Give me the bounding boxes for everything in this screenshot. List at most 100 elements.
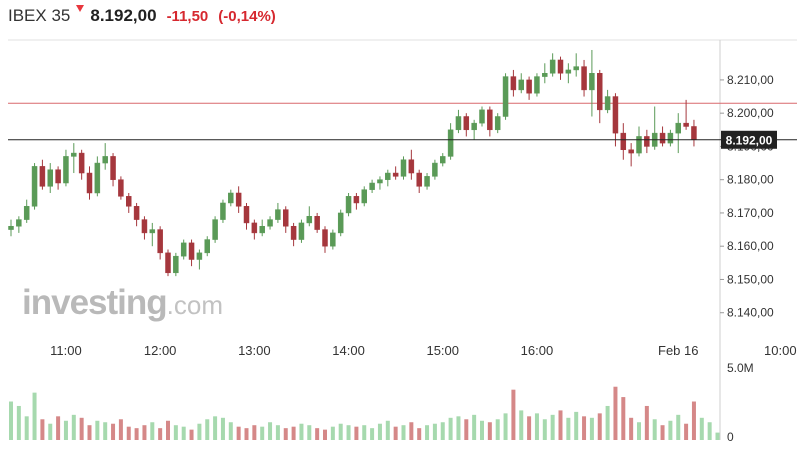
candle-body bbox=[126, 196, 132, 207]
candle bbox=[314, 212, 320, 233]
candle bbox=[549, 53, 556, 77]
candle-body bbox=[597, 73, 603, 111]
candle-body bbox=[424, 176, 430, 187]
candle bbox=[518, 73, 524, 94]
candle bbox=[526, 76, 532, 100]
candle-body bbox=[243, 206, 250, 224]
candle bbox=[337, 209, 344, 237]
candle bbox=[361, 186, 367, 207]
volume-bar bbox=[79, 417, 84, 440]
candle bbox=[542, 63, 548, 84]
volume-bar bbox=[448, 417, 453, 440]
candle bbox=[620, 123, 627, 160]
candle bbox=[47, 163, 53, 193]
volume-bar bbox=[291, 426, 296, 440]
candle bbox=[94, 156, 101, 197]
volume-bar bbox=[660, 425, 665, 440]
volume-bar bbox=[487, 422, 492, 440]
candle bbox=[243, 202, 250, 230]
candle-body bbox=[102, 156, 108, 164]
volume-bar bbox=[652, 419, 657, 440]
candle-body bbox=[212, 219, 218, 240]
candle-body bbox=[549, 59, 556, 74]
y-tick-label: 8.210,00 bbox=[727, 73, 774, 87]
volume-bar bbox=[370, 428, 375, 440]
logo-name: investing bbox=[22, 283, 168, 322]
candle-body bbox=[432, 162, 438, 177]
y-tick-label: 8.160,00 bbox=[727, 239, 774, 253]
candle-body bbox=[196, 252, 203, 260]
volume-bar bbox=[63, 420, 68, 440]
candle bbox=[440, 153, 446, 167]
candle-body bbox=[39, 166, 46, 187]
candle bbox=[675, 113, 681, 154]
volume-bar bbox=[189, 429, 194, 440]
candle bbox=[39, 159, 46, 190]
candles[interactable] bbox=[8, 49, 697, 277]
volume-bar bbox=[589, 417, 594, 440]
candle-body bbox=[542, 73, 548, 77]
volume-bar bbox=[511, 389, 516, 440]
candle-body bbox=[447, 129, 454, 157]
candle-body bbox=[165, 252, 171, 274]
candle-body bbox=[337, 212, 344, 234]
candle-body bbox=[683, 122, 689, 127]
candle bbox=[322, 226, 328, 253]
volume-bar bbox=[464, 419, 469, 440]
candle-body bbox=[644, 136, 650, 147]
candle-body bbox=[314, 216, 320, 230]
volume-bar bbox=[480, 420, 484, 440]
candle bbox=[589, 49, 595, 117]
candle-body bbox=[173, 255, 179, 274]
x-tick-label: 15:00 bbox=[426, 343, 459, 358]
volume-bar bbox=[118, 419, 123, 440]
volume-bar bbox=[56, 416, 61, 440]
candle-body bbox=[479, 109, 485, 124]
volume-bar bbox=[32, 392, 37, 440]
volume-bar bbox=[166, 420, 170, 440]
volume-bar bbox=[699, 417, 704, 440]
candle bbox=[667, 129, 674, 147]
candle-body bbox=[71, 152, 77, 157]
candle-body bbox=[385, 172, 391, 180]
candle-body bbox=[604, 96, 611, 111]
candle bbox=[259, 219, 265, 237]
candle bbox=[628, 143, 634, 167]
x-tick-label: 12:00 bbox=[144, 343, 177, 358]
candle-body bbox=[667, 132, 674, 144]
volume-bar bbox=[684, 423, 689, 440]
candle bbox=[455, 109, 462, 134]
candle bbox=[228, 189, 234, 207]
price-change-percent: (-0,14%) bbox=[218, 8, 276, 25]
volume-bar bbox=[377, 423, 382, 440]
x-tick-label: 14:00 bbox=[332, 343, 365, 358]
candle bbox=[471, 119, 477, 140]
candle-body bbox=[471, 122, 477, 131]
price-change: -11,50 bbox=[166, 8, 209, 25]
candle bbox=[290, 222, 297, 247]
volume-bar bbox=[244, 428, 249, 440]
candle bbox=[651, 106, 658, 150]
candle bbox=[16, 216, 22, 233]
volume-bar bbox=[409, 422, 414, 440]
candle bbox=[463, 113, 470, 137]
candle bbox=[220, 199, 226, 223]
volume-bar bbox=[597, 413, 602, 440]
candle bbox=[212, 216, 218, 243]
y-axis: 8.210,008.200,008.190,008.180,008.170,00… bbox=[720, 73, 774, 320]
volume-bar bbox=[495, 419, 500, 440]
volume-bar bbox=[71, 414, 76, 440]
candle bbox=[196, 249, 203, 270]
volume-bar bbox=[173, 425, 178, 440]
candle bbox=[235, 186, 242, 213]
candle-body bbox=[400, 159, 407, 177]
candle-body bbox=[251, 222, 258, 234]
candle-body bbox=[157, 229, 163, 254]
instrument-name: IBEX 35 bbox=[8, 6, 71, 25]
candle bbox=[23, 199, 30, 223]
volume-max-label: 5.0M bbox=[727, 361, 754, 375]
candle bbox=[204, 236, 210, 257]
candle-body bbox=[180, 242, 187, 257]
candle-body bbox=[526, 79, 532, 94]
